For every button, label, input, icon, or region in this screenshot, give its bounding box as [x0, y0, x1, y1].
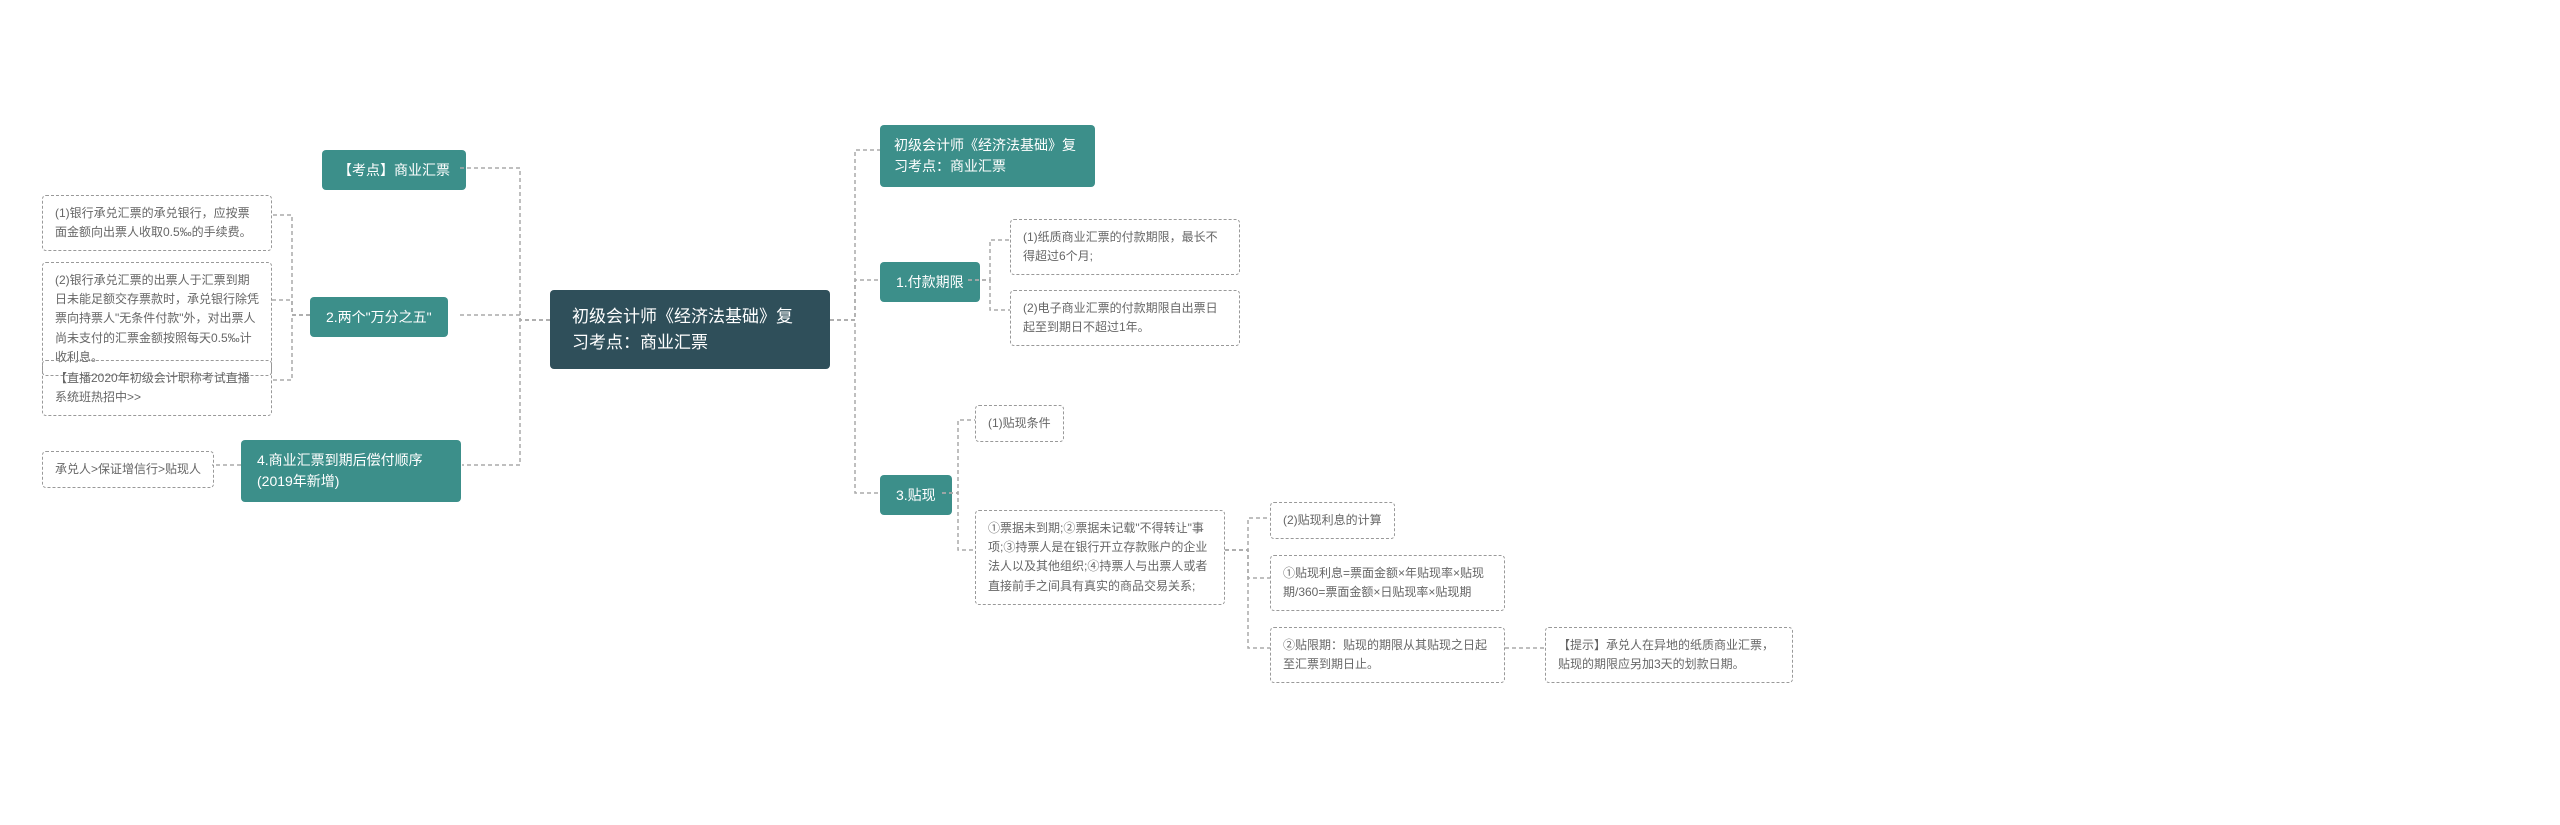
root-node: 初级会计师《经济法基础》复习考点：商业汇票: [550, 290, 830, 369]
root-title: 初级会计师《经济法基础》复习考点：商业汇票: [572, 307, 793, 352]
wanfen-c3-text: 【直播2020年初级会计职称考试直播系统班热招中>>: [55, 371, 250, 404]
wanfen-c1: (1)银行承兑汇票的承兑银行，应按票面金额向出票人收取0.5‰的手续费。: [42, 195, 272, 251]
wanfen-c1-text: (1)银行承兑汇票的承兑银行，应按票面金额向出票人收取0.5‰的手续费。: [55, 206, 252, 239]
payment-label: 1.付款期限: [896, 274, 964, 290]
discount-c1d: ①票据未到期;②票据未记载"不得转让"事项;③持票人是在银行开立存款账户的企业法…: [975, 510, 1225, 605]
order-c1: 承兑人>保证增信行>贴现人: [42, 451, 214, 488]
payment-node: 1.付款期限: [880, 262, 980, 302]
discount-c1-text: (1)贴现条件: [988, 416, 1051, 430]
payment-c1: (1)纸质商业汇票的付款期限，最长不得超过6个月;: [1010, 219, 1240, 275]
kaodian-node: 【考点】商业汇票: [322, 150, 466, 190]
discount-c2b-text: ②贴限期：贴现的期限从其贴现之日起至汇票到期日止。: [1283, 638, 1487, 671]
order-c1-text: 承兑人>保证增信行>贴现人: [55, 462, 201, 476]
wanfen-c2: (2)银行承兑汇票的出票人于汇票到期日未能足额交存票款时，承兑银行除凭票向持票人…: [42, 262, 272, 376]
wanfen-c2-text: (2)银行承兑汇票的出票人于汇票到期日未能足额交存票款时，承兑银行除凭票向持票人…: [55, 273, 259, 364]
wanfen-label: 2.两个"万分之五": [326, 309, 432, 325]
wanfen-node: 2.两个"万分之五": [310, 297, 448, 337]
kaodian-label: 【考点】商业汇票: [338, 162, 450, 178]
intro-node: 初级会计师《经济法基础》复习考点：商业汇票: [880, 125, 1095, 187]
discount-c2: (2)贴现利息的计算: [1270, 502, 1395, 539]
payment-c2: (2)电子商业汇票的付款期限自出票日起至到期日不超过1年。: [1010, 290, 1240, 346]
discount-node: 3.贴现: [880, 475, 952, 515]
connectors: [0, 0, 2560, 825]
discount-c2b: ②贴限期：贴现的期限从其贴现之日起至汇票到期日止。: [1270, 627, 1505, 683]
discount-c2b-tip-text: 【提示】承兑人在异地的纸质商业汇票，贴现的期限应另加3天的划款日期。: [1558, 638, 1774, 671]
wanfen-c3: 【直播2020年初级会计职称考试直播系统班热招中>>: [42, 360, 272, 416]
discount-c2-text: (2)贴现利息的计算: [1283, 513, 1382, 527]
discount-c2a: ①贴现利息=票面金额×年贴现率×贴现期/360=票面金额×日贴现率×贴现期: [1270, 555, 1505, 611]
payment-c2-text: (2)电子商业汇票的付款期限自出票日起至到期日不超过1年。: [1023, 301, 1218, 334]
order-node: 4.商业汇票到期后偿付顺序(2019年新增): [241, 440, 461, 502]
discount-c2b-tip: 【提示】承兑人在异地的纸质商业汇票，贴现的期限应另加3天的划款日期。: [1545, 627, 1793, 683]
discount-c1: (1)贴现条件: [975, 405, 1064, 442]
discount-label: 3.贴现: [896, 487, 936, 503]
discount-c2a-text: ①贴现利息=票面金额×年贴现率×贴现期/360=票面金额×日贴现率×贴现期: [1283, 566, 1484, 599]
order-label: 4.商业汇票到期后偿付顺序(2019年新增): [257, 452, 423, 489]
intro-text: 初级会计师《经济法基础》复习考点：商业汇票: [894, 137, 1076, 174]
payment-c1-text: (1)纸质商业汇票的付款期限，最长不得超过6个月;: [1023, 230, 1218, 263]
discount-c1d-text: ①票据未到期;②票据未记载"不得转让"事项;③持票人是在银行开立存款账户的企业法…: [988, 521, 1207, 593]
